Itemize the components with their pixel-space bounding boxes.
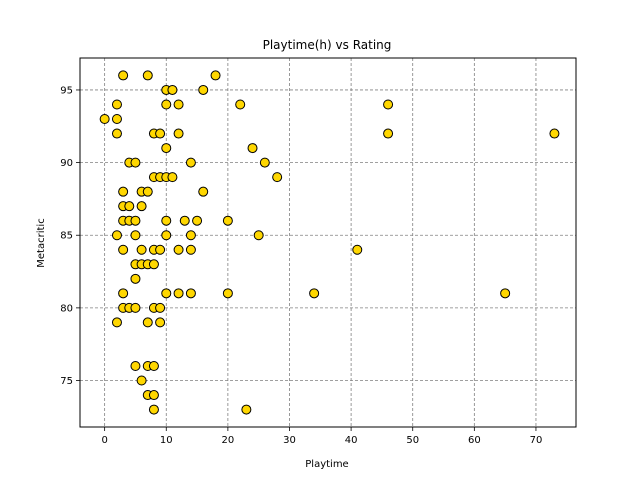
data-point: [210, 70, 221, 81]
y-tick-label: 90: [60, 158, 73, 169]
data-point: [148, 404, 159, 415]
data-point: [167, 172, 178, 183]
data-point: [155, 244, 166, 255]
data-point: [185, 157, 196, 168]
plot-frame: [79, 57, 577, 428]
data-point: [272, 172, 283, 183]
data-point: [500, 288, 511, 299]
y-axis-ticks: 75 80 85 90 95: [60, 85, 80, 387]
x-tick-label: 0: [101, 435, 107, 446]
data-point: [136, 244, 147, 255]
x-tick-label: 50: [406, 435, 419, 446]
y-tick-label: 75: [60, 376, 73, 387]
data-point: [161, 288, 172, 299]
data-point: [155, 128, 166, 139]
y-tick-label: 80: [60, 303, 73, 314]
data-point: [130, 302, 141, 313]
data-point: [130, 360, 141, 371]
data-point: [185, 244, 196, 255]
data-point: [253, 230, 264, 241]
data-point: [179, 215, 190, 226]
data-point: [130, 230, 141, 241]
x-tick-label: 20: [222, 435, 235, 446]
data-point: [148, 360, 159, 371]
data-point: [167, 84, 178, 95]
data-point: [173, 288, 184, 299]
data-point: [309, 288, 320, 299]
data-point: [136, 201, 147, 212]
data-point: [111, 230, 122, 241]
data-point: [352, 244, 363, 255]
data-point: [155, 302, 166, 313]
data-point: [247, 143, 258, 154]
data-point: [111, 128, 122, 139]
chart-title: Playtime(h) vs Rating: [263, 38, 392, 52]
x-tick-label: 10: [160, 435, 173, 446]
data-point: [136, 375, 147, 386]
data-point: [142, 186, 153, 197]
data-point: [222, 288, 233, 299]
data-point: [161, 99, 172, 110]
data-point: [185, 230, 196, 241]
data-point: [111, 114, 122, 125]
data-point: [142, 70, 153, 81]
data-point: [118, 70, 129, 81]
data-point: [148, 390, 159, 401]
data-point: [185, 288, 196, 299]
y-tick-label: 95: [60, 85, 73, 96]
data-point: [235, 99, 246, 110]
data-point: [259, 157, 270, 168]
data-point: [173, 99, 184, 110]
y-axis-label: Metacritic: [36, 218, 47, 267]
data-point: [198, 186, 209, 197]
data-points: [99, 70, 560, 415]
data-point: [118, 186, 129, 197]
data-point: [192, 215, 203, 226]
data-point: [161, 230, 172, 241]
data-point: [161, 143, 172, 154]
data-point: [198, 84, 209, 95]
data-point: [130, 215, 141, 226]
x-tick-label: 70: [530, 435, 543, 446]
data-point: [155, 317, 166, 328]
data-point: [111, 317, 122, 328]
data-point: [124, 201, 135, 212]
data-point: [173, 244, 184, 255]
data-point: [173, 128, 184, 139]
data-point: [383, 99, 394, 110]
x-axis-label: Playtime: [305, 459, 348, 470]
data-point: [148, 259, 159, 270]
data-point: [111, 99, 122, 110]
data-point: [549, 128, 560, 139]
data-point: [161, 215, 172, 226]
x-tick-label: 60: [468, 435, 481, 446]
data-point: [142, 317, 153, 328]
data-point: [130, 157, 141, 168]
data-point: [383, 128, 394, 139]
x-axis-ticks: 0 10 20 30 40 50 60 70: [101, 427, 542, 446]
data-point: [222, 215, 233, 226]
data-point: [130, 273, 141, 284]
data-point: [118, 288, 129, 299]
x-tick-label: 30: [283, 435, 296, 446]
data-point: [241, 404, 252, 415]
data-point: [99, 114, 110, 125]
data-point: [118, 244, 129, 255]
grid-lines: [80, 58, 576, 427]
x-tick-label: 40: [345, 435, 358, 446]
y-tick-label: 85: [60, 231, 73, 242]
